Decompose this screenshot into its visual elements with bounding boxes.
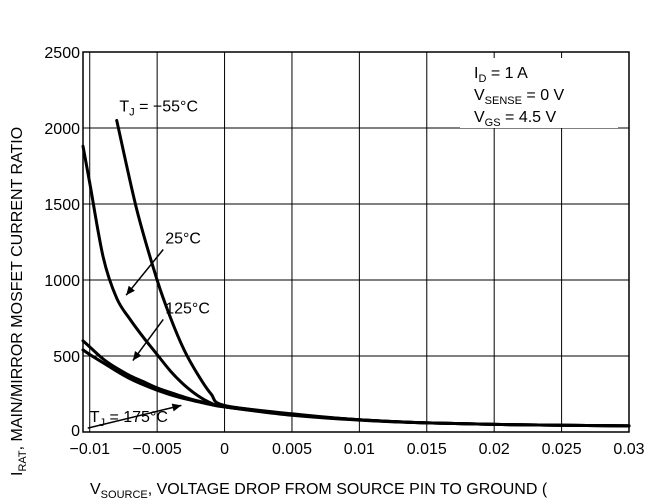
label-text: = 0 V xyxy=(522,87,565,104)
label-text: , MAIN/MIRROR MOSFET CURRENT RATIO xyxy=(9,127,26,451)
conditions-background xyxy=(460,58,618,128)
y-axis-title: IRAT, MAIN/MIRROR MOSFET CURRENT RATIO xyxy=(9,127,29,476)
label-main: V xyxy=(474,109,485,126)
y-tick-label: 500 xyxy=(53,349,80,366)
leader-line xyxy=(87,404,182,429)
label-subscript: SOURCE xyxy=(101,489,148,501)
x-tick-label: −0.01 xyxy=(69,441,110,458)
plot-frame xyxy=(82,51,630,433)
condition-line: VSENSE = 0 V xyxy=(474,87,565,107)
x-axis-title: VSOURCE, VOLTAGE DROP FROM SOURCE PIN TO… xyxy=(90,481,548,501)
label-text: = 4.5 V xyxy=(501,109,557,126)
label-subscript: RAT xyxy=(17,450,29,471)
series-label-1: 25°C xyxy=(165,231,201,248)
leader-arrowhead xyxy=(132,350,142,361)
label-text: = −55°C xyxy=(135,98,198,115)
label-subscript: D xyxy=(478,73,486,85)
series-label-3: TJ = 175°C xyxy=(90,409,168,429)
label-main: V xyxy=(90,481,101,498)
leader-arrowhead xyxy=(126,285,135,296)
leader-arrowhead xyxy=(171,403,182,412)
y-tick-labels: 0 500 1000 1500 2000 2500 xyxy=(44,45,80,440)
label-main: T xyxy=(90,409,100,426)
label-text: = 175°C xyxy=(105,409,168,426)
label-text: 125°C xyxy=(165,300,210,317)
leader-line xyxy=(125,249,164,296)
series-line-0 xyxy=(115,118,631,428)
series-label-2: 125°C xyxy=(165,300,210,317)
x-tick-label: 0 xyxy=(220,441,229,458)
label-text: , VOLTAGE DROP FROM SOURCE PIN TO GROUND… xyxy=(148,481,548,498)
y-tick-label: 1500 xyxy=(44,197,80,214)
x-tick-label: −0.005 xyxy=(132,441,181,458)
label-subscript: J xyxy=(100,417,106,429)
label-main: I xyxy=(9,472,26,476)
y-tick-label: 2000 xyxy=(44,121,80,138)
label-subscript: J xyxy=(129,106,135,118)
x-tick-label: 0.02 xyxy=(479,441,510,458)
label-main: I xyxy=(474,65,478,82)
x-tick-labels: −0.01 −0.005 0 0.005 0.01 0.015 0.02 0.025 0.03 xyxy=(69,441,644,458)
x-tick-label: 0.01 xyxy=(344,441,375,458)
condition-line: VGS = 4.5 V xyxy=(474,109,557,129)
y-tick-label: 1000 xyxy=(44,273,80,290)
y-tick-label: 2500 xyxy=(44,45,80,62)
label-main: T xyxy=(119,98,129,115)
y-tick-label: 0 xyxy=(71,423,80,440)
x-tick-label: 0.03 xyxy=(613,441,644,458)
series-label-0: TJ = −55°C xyxy=(119,98,198,118)
series-line-1 xyxy=(81,144,631,428)
label-text: 25°C xyxy=(165,231,201,248)
curves xyxy=(81,118,631,428)
label-main: V xyxy=(474,87,485,104)
x-tick-label: 0.025 xyxy=(542,441,582,458)
condition-line: ID = 1 A xyxy=(474,65,528,85)
series-line-3 xyxy=(81,348,631,428)
label-text: = 1 A xyxy=(486,65,528,82)
x-tick-label: 0.005 xyxy=(272,441,312,458)
x-tick-label: 0.015 xyxy=(407,441,447,458)
label-subscript: SENSE xyxy=(485,95,522,107)
label-subscript: GS xyxy=(485,117,501,129)
